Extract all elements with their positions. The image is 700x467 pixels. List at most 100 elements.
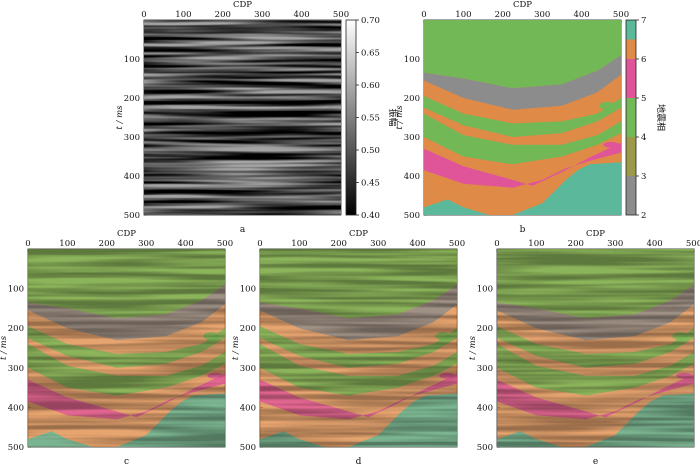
facies-colorbar-swatch-2: [626, 176, 636, 215]
x-tick-label: 100: [59, 239, 75, 249]
amplitude-colorbar-tick: 0.55: [361, 114, 380, 124]
x-tick-label: 300: [254, 10, 270, 20]
panel-c-image: [28, 249, 225, 447]
facies-4-region: [424, 113, 621, 165]
amplitude-colorbar-tick: 0.45: [361, 179, 380, 189]
y-tick-label: 100: [124, 55, 140, 65]
x-axis-title: CDP: [586, 229, 605, 239]
x-tick-label: 300: [534, 10, 550, 20]
facies-colorbar-swatch-5: [626, 59, 636, 98]
facies-colorbar-swatch-4: [626, 98, 636, 137]
y-tick-label: 300: [124, 133, 140, 143]
y-tick-label: 500: [477, 443, 493, 453]
amplitude-colorbar-tick: 0.50: [361, 146, 380, 156]
x-axis-title: CDP: [117, 229, 136, 239]
y-axis-title: t / ms: [395, 105, 405, 130]
amplitude-colorbar-tick: 0.40: [361, 211, 380, 221]
x-tick-label: 400: [409, 239, 425, 249]
facies-colorbar-swatch-3: [626, 137, 636, 176]
facies-2-region: [424, 55, 621, 110]
y-tick-label: 400: [8, 403, 24, 413]
seismic-overlay: [28, 249, 225, 447]
facies-colorbar-tick: 7: [641, 16, 646, 26]
x-tick-label: 0: [257, 239, 262, 249]
x-tick-label: 200: [331, 239, 347, 249]
panel-caption: d: [356, 457, 362, 467]
x-tick-label: 200: [215, 10, 231, 20]
facies-5-region: [424, 142, 621, 188]
x-tick-label: 500: [217, 239, 233, 249]
facies-4-patch: [599, 101, 616, 110]
panel-caption: c: [124, 457, 129, 467]
facies-colorbar-label: 地震相: [655, 104, 667, 131]
seismic-overlay: [497, 249, 694, 447]
x-tick-label: 200: [568, 239, 584, 249]
y-tick-label: 100: [8, 285, 24, 295]
panel-caption: b: [520, 225, 526, 235]
x-tick-label: 400: [573, 10, 589, 20]
seismic-overlay: [260, 249, 457, 447]
panel-e-image: [497, 249, 694, 447]
y-tick-label: 100: [477, 285, 493, 295]
x-tick-label: 500: [449, 239, 465, 249]
facies-colorbar: [625, 19, 637, 216]
x-axis-title: CDP: [233, 0, 252, 10]
x-tick-label: 100: [455, 10, 471, 20]
x-tick-label: 0: [421, 10, 426, 20]
panel-a-image: [144, 20, 341, 215]
amplitude-colorbar-tick: 0.70: [361, 16, 380, 26]
x-tick-label: 100: [291, 239, 307, 249]
x-tick-label: 300: [138, 239, 154, 249]
y-tick-label: 400: [477, 403, 493, 413]
panel-caption: a: [240, 225, 246, 235]
x-tick-label: 500: [686, 239, 700, 249]
y-tick-label: 300: [8, 364, 24, 374]
facies-colorbar-tick: 3: [641, 172, 646, 182]
reflector-shade: [144, 96, 341, 137]
x-tick-label: 100: [175, 10, 191, 20]
x-tick-label: 300: [370, 239, 386, 249]
y-tick-label: 500: [124, 211, 140, 221]
facies-colorbar-swatch-7: [626, 20, 636, 40]
x-tick-label: 200: [495, 10, 511, 20]
x-tick-label: 400: [646, 239, 662, 249]
y-tick-label: 200: [404, 94, 420, 104]
amplitude-colorbar-tick: 0.65: [361, 49, 380, 59]
facies-4-region: [424, 20, 621, 89]
panel-b-image: [424, 20, 621, 215]
y-tick-label: 400: [404, 172, 420, 182]
panel-caption: e: [593, 457, 598, 467]
x-tick-label: 100: [528, 239, 544, 249]
y-tick-label: 200: [8, 324, 24, 334]
y-tick-label: 200: [124, 94, 140, 104]
amplitude-colorbar-tick: 0.60: [361, 81, 380, 91]
y-axis-title: t / ms: [231, 335, 241, 360]
y-tick-label: 400: [240, 403, 256, 413]
y-tick-label: 100: [240, 285, 256, 295]
x-tick-label: 500: [613, 10, 629, 20]
y-tick-label: 300: [477, 364, 493, 374]
facies-colorbar-tick: 5: [641, 94, 646, 104]
x-tick-label: 300: [607, 239, 623, 249]
facies-colorbar-tick: 2: [641, 211, 646, 221]
x-tick-label: 200: [99, 239, 115, 249]
y-tick-label: 500: [404, 211, 420, 221]
amplitude-texture: [144, 20, 341, 215]
y-axis-title: t / ms: [115, 105, 125, 130]
x-axis-title: CDP: [349, 229, 368, 239]
y-tick-label: 300: [240, 364, 256, 374]
y-tick-label: 200: [477, 324, 493, 334]
facies-colorbar-tick: 4: [641, 133, 646, 143]
y-tick-label: 300: [404, 133, 420, 143]
x-tick-label: 500: [333, 10, 349, 20]
y-tick-label: 400: [124, 172, 140, 182]
y-tick-label: 100: [404, 55, 420, 65]
x-tick-label: 0: [25, 239, 30, 249]
x-tick-label: 0: [141, 10, 146, 20]
y-tick-label: 500: [240, 443, 256, 453]
facies-7-region: [424, 162, 621, 215]
amplitude-colorbar-label: 振幅: [387, 108, 399, 126]
y-tick-label: 500: [8, 443, 24, 453]
